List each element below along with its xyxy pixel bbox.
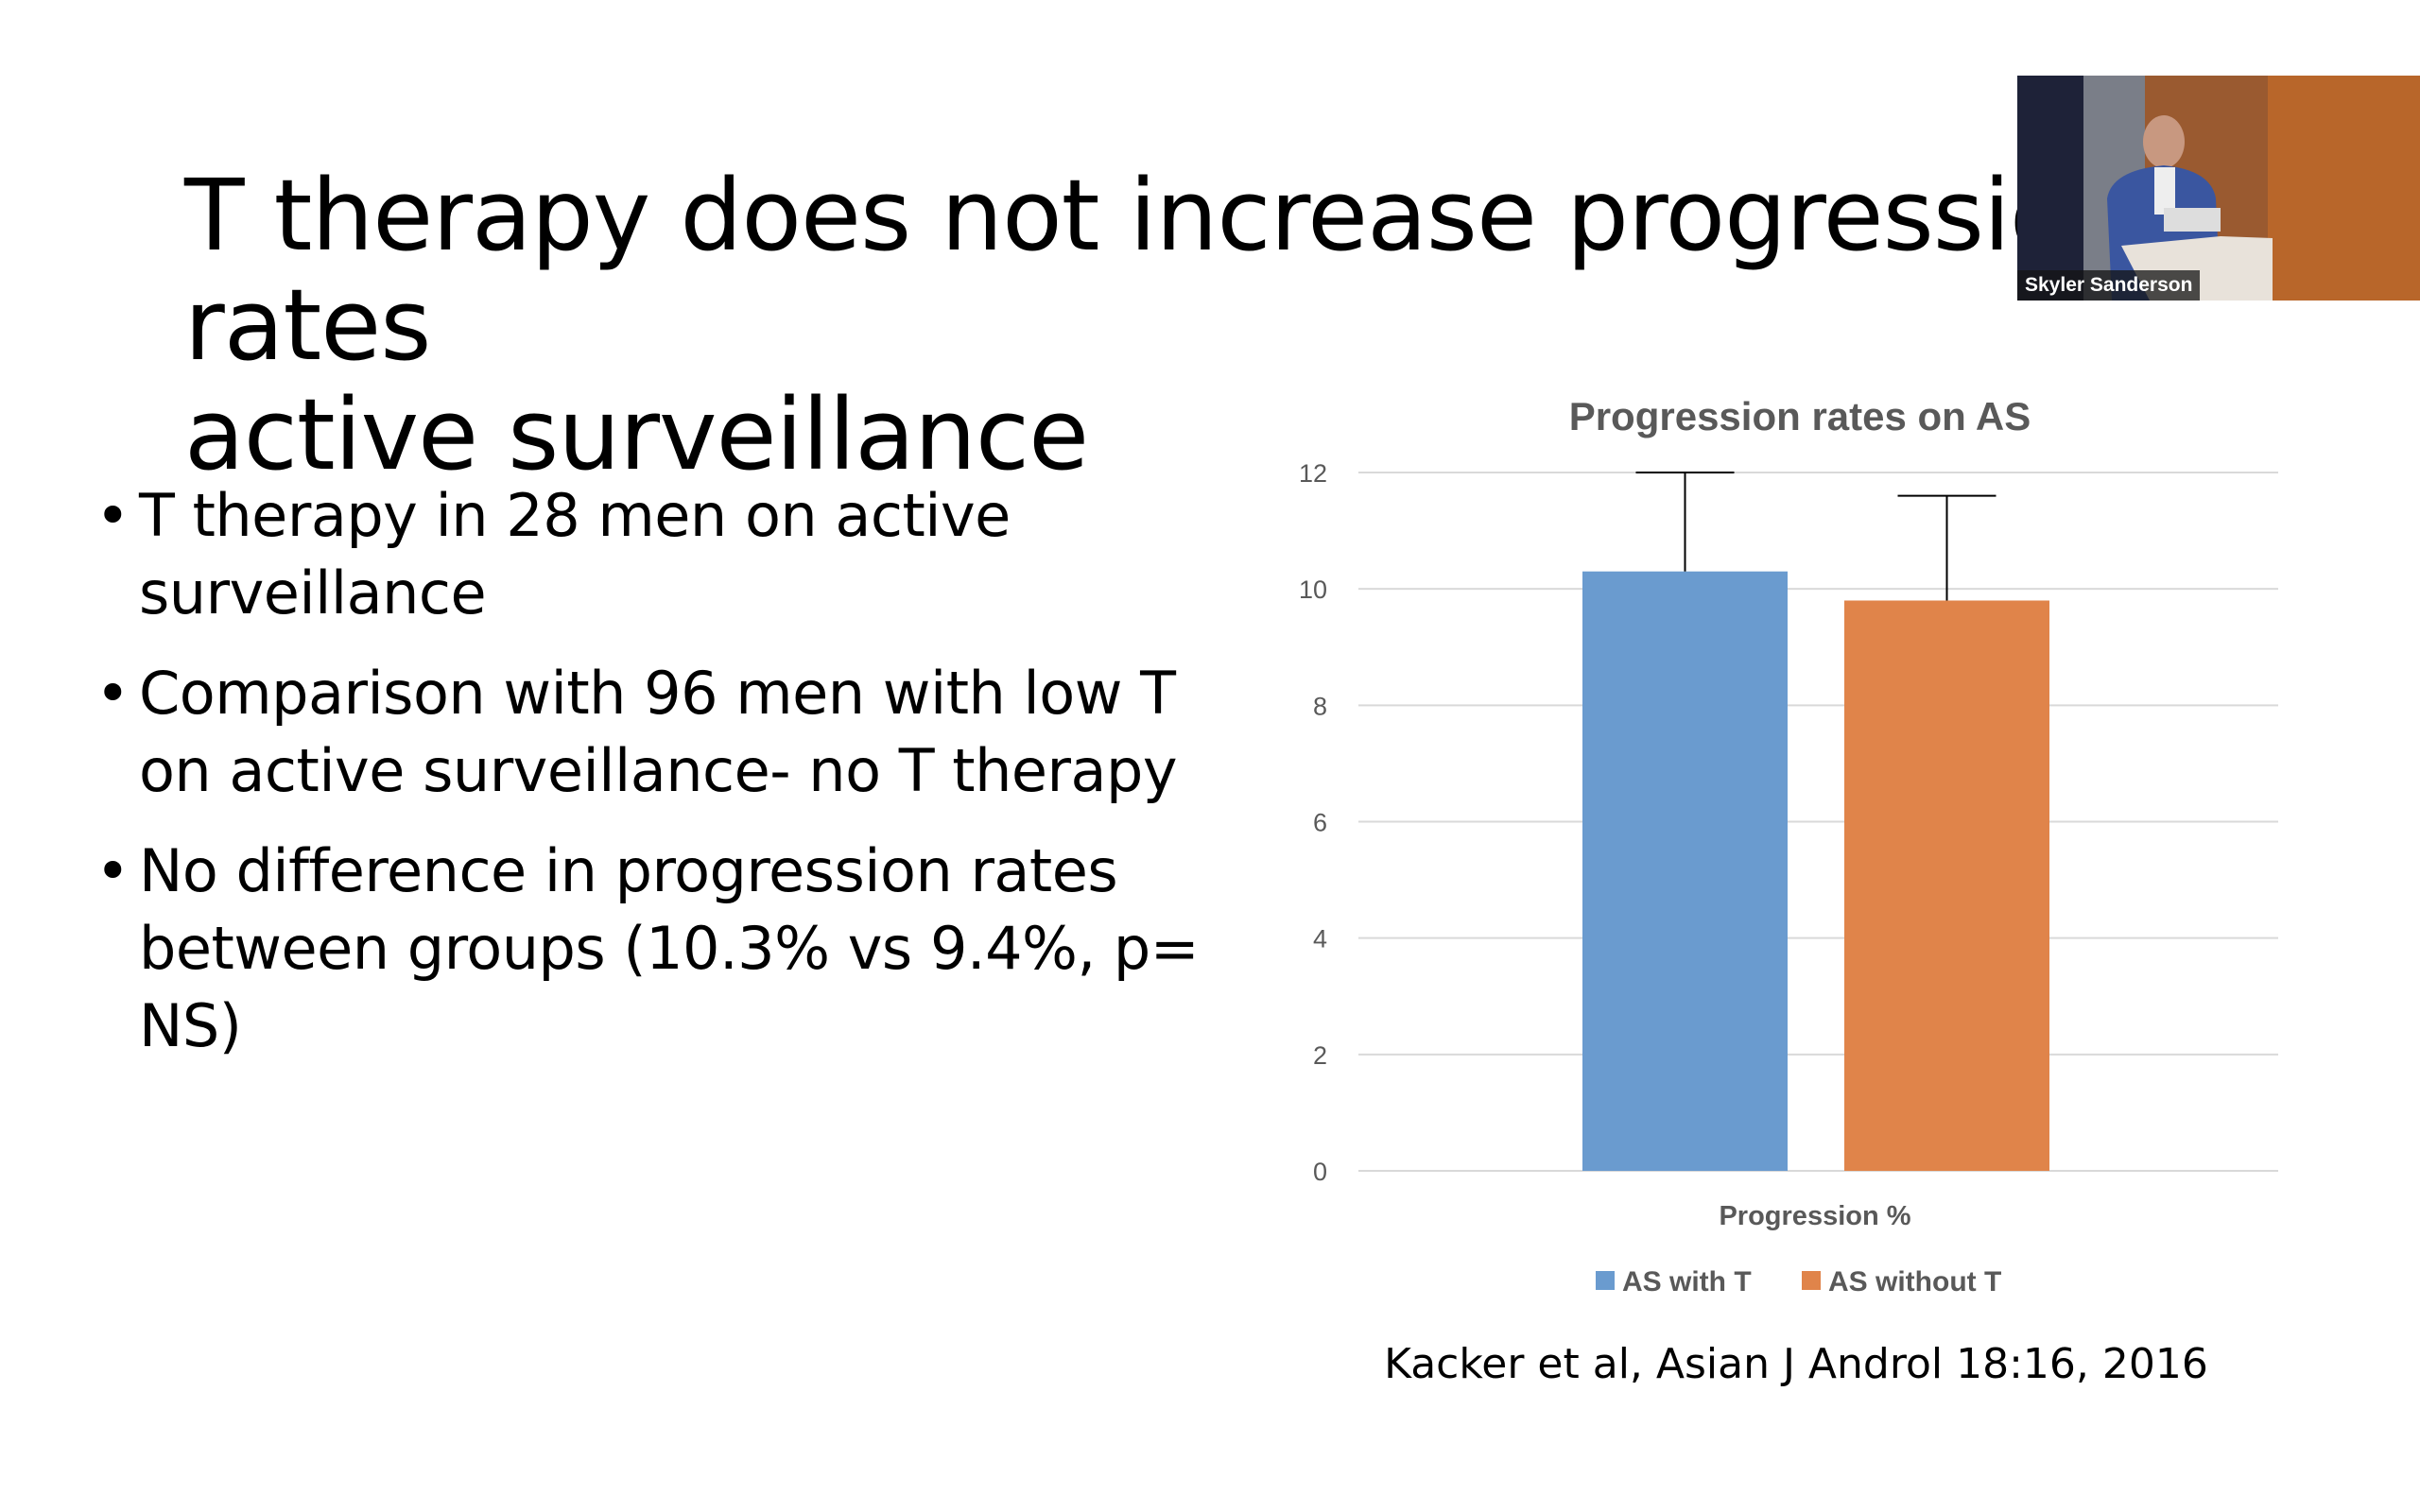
bullet-text: No difference in progression rates betwe… [139, 836, 1200, 1060]
bar-as-with-t [1582, 571, 1788, 1171]
legend-swatch [1802, 1271, 1821, 1290]
bullet-text: Comparison with 96 men with low T on act… [139, 659, 1178, 805]
bullet-item: • Comparison with 96 men with low T on ac… [90, 655, 1205, 810]
bullet-marker: • [95, 659, 130, 728]
speaker-video-frame [2017, 76, 2420, 301]
bullet-list: • T therapy in 28 men on active surveilla… [90, 477, 1205, 1088]
bullet-marker: • [95, 836, 130, 905]
y-tick-label: 10 [1299, 576, 1327, 604]
citation: Kacker et al, Asian J Androl 18:16, 2016 [1384, 1340, 2208, 1388]
legend-swatch [1596, 1271, 1615, 1290]
speaker-name-label: Skyler Sanderson [2017, 270, 2201, 301]
x-axis-label: Progression % [1719, 1201, 1910, 1231]
y-tick-label: 8 [1313, 692, 1327, 720]
y-tick-label: 0 [1313, 1158, 1327, 1186]
legend-label: AS without T [1828, 1266, 2001, 1297]
bullet-item: • T therapy in 28 men on active surveilla… [90, 477, 1205, 632]
slide-title: T therapy does not increase progression … [184, 161, 2359, 490]
bullet-item: • No difference in progression rates betw… [90, 833, 1205, 1065]
legend-label: AS with T [1622, 1266, 1752, 1297]
speaker-video-thumbnail[interactable]: Skyler Sanderson [2017, 76, 2420, 301]
bullet-text: T therapy in 28 men on active surveillan… [139, 481, 1011, 627]
bullet-marker: • [95, 481, 130, 550]
y-tick-label: 6 [1313, 809, 1327, 837]
y-tick-label: 4 [1313, 925, 1327, 954]
bar-as-without-t [1844, 600, 2049, 1171]
slide-title-line-2: active surveillance [184, 377, 1089, 492]
slide-title-line-1: T therapy does not increase progression … [184, 158, 2131, 383]
y-tick-label: 2 [1313, 1041, 1327, 1070]
